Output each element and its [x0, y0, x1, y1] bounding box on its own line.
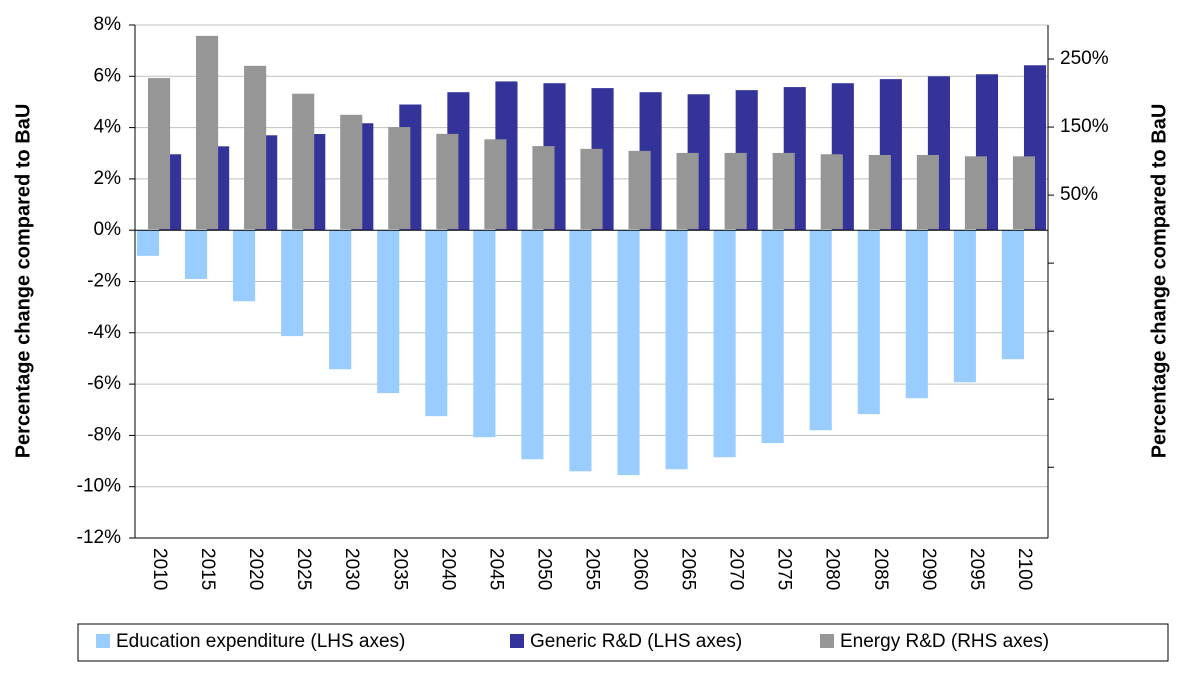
bar: [809, 230, 832, 431]
x-tick-label: 2100: [1014, 548, 1035, 590]
bar: [377, 230, 400, 394]
bar: [761, 230, 784, 444]
x-tick-label: 2025: [293, 548, 314, 590]
x-tick-label: 2090: [918, 548, 939, 590]
bar: [184, 230, 208, 279]
x-tick-label: 2060: [630, 548, 651, 590]
y2-axis-title: Percentage change compared to BaU: [1148, 104, 1170, 459]
y2-tick-label: 250%: [1060, 48, 1109, 69]
bar: [532, 146, 555, 230]
bar: [425, 230, 448, 417]
legend-swatch: [96, 634, 110, 648]
x-tick-label: 2080: [822, 548, 843, 590]
bar: [388, 127, 411, 230]
y-tick-label: 4%: [94, 117, 122, 138]
bar: [953, 230, 976, 383]
bar: [233, 230, 256, 302]
x-tick-label: 2085: [870, 548, 891, 590]
bar: [473, 230, 496, 438]
y-tick-label: 0%: [94, 219, 122, 240]
bar: [617, 230, 640, 476]
y-tick-label: 2%: [94, 168, 122, 189]
y-tick-label: -10%: [77, 476, 121, 497]
bar: [713, 230, 736, 458]
bar: [905, 230, 928, 399]
y-tick-label: 6%: [94, 65, 122, 86]
legend-label: Energy R&D (RHS axes): [840, 631, 1049, 652]
bar: [1012, 156, 1036, 230]
bar: [569, 230, 592, 472]
bar: [868, 154, 891, 230]
x-tick-label: 2020: [245, 548, 266, 590]
bar: [628, 150, 651, 230]
y-tick-label: -4%: [87, 322, 121, 343]
x-tick-label: 2015: [197, 548, 218, 590]
y-tick-label: -12%: [77, 527, 121, 548]
x-tick-label: 2040: [437, 548, 458, 590]
bar: [964, 156, 987, 230]
bar: [436, 133, 459, 230]
legend-swatch: [820, 634, 834, 648]
bar: [857, 230, 880, 415]
bar: [820, 154, 843, 230]
bar: [147, 78, 171, 230]
x-tick-label: 2065: [678, 548, 699, 590]
x-tick-label: 2035: [389, 548, 410, 590]
bar: [292, 93, 315, 230]
bar: [916, 154, 939, 230]
y-axis-title: Percentage change compared to BaU: [12, 104, 34, 459]
bar: [665, 230, 688, 470]
bar: [1001, 230, 1024, 360]
x-tick-label: 2045: [485, 548, 506, 590]
bar: [580, 148, 603, 230]
x-tick-label: 2055: [581, 548, 602, 590]
bar: [340, 114, 363, 230]
bar: [521, 230, 544, 460]
x-tick-label: 2070: [726, 548, 747, 590]
y-tick-label: 8%: [94, 14, 122, 35]
bar: [244, 65, 267, 230]
x-tick-label: 2095: [966, 548, 987, 590]
legend-swatch: [510, 634, 524, 648]
bar: [136, 230, 160, 256]
y2-tick-label: 150%: [1060, 116, 1109, 137]
legend-box: [77, 623, 1169, 662]
bar: [281, 230, 304, 337]
legend-label: Generic R&D (LHS axes): [530, 631, 742, 652]
y-tick-label: -8%: [87, 424, 121, 445]
bar: [484, 139, 507, 230]
bar: [329, 230, 352, 370]
bar: [724, 152, 747, 230]
bar: [676, 152, 699, 230]
y-tick-label: -6%: [87, 373, 121, 394]
x-tick-label: 2010: [149, 548, 170, 590]
legend-label: Education expenditure (LHS axes): [116, 631, 405, 652]
x-tick-label: 2030: [341, 548, 362, 590]
y2-tick-label: 50%: [1060, 184, 1098, 205]
x-tick-label: 2075: [774, 548, 795, 590]
y-tick-label: -2%: [87, 271, 121, 292]
bar: [772, 152, 795, 230]
x-tick-label: 2050: [533, 548, 554, 590]
bar: [196, 35, 219, 230]
